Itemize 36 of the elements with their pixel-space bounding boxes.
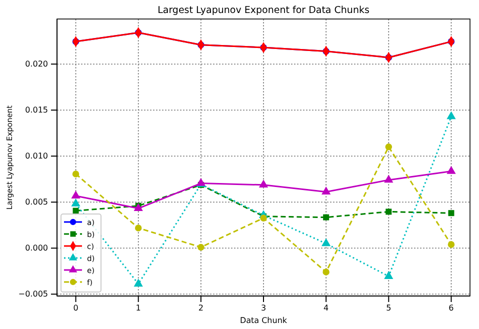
x-axis-title: Data Chunk [240, 316, 288, 325]
point [322, 186, 331, 194]
point [134, 203, 143, 212]
y-tick-label: 0.000 [25, 244, 48, 253]
x-tick-label: 4 [324, 304, 329, 313]
y-tick-label: 0.005 [25, 198, 48, 207]
y-tick-label: −0.005 [18, 290, 48, 299]
point [322, 268, 330, 276]
point [71, 198, 80, 206]
point [448, 241, 455, 248]
point [384, 271, 394, 279]
point [134, 224, 142, 232]
point [322, 238, 331, 246]
point [72, 170, 80, 178]
point [384, 174, 394, 183]
y-tick-label: 0.015 [25, 106, 48, 115]
point [71, 190, 80, 199]
point [448, 210, 454, 216]
point [323, 214, 330, 220]
point [386, 208, 392, 215]
x-tick-label: 3 [260, 304, 266, 313]
point [446, 111, 456, 120]
y-tick-label: 0.020 [25, 60, 48, 69]
x-tick-label: 1 [136, 304, 141, 313]
x-tick-label: 6 [448, 304, 454, 313]
point [258, 180, 268, 188]
x-tick-label: 0 [73, 304, 78, 313]
x-tick-label: 2 [198, 304, 204, 313]
point [72, 208, 79, 214]
point [446, 166, 456, 174]
y-tick-label: 0.010 [25, 152, 48, 161]
point [385, 144, 392, 150]
chart-title: Largest Lyapunov Exponent for Data Chunks [158, 5, 370, 16]
point [198, 244, 204, 251]
point [134, 278, 143, 287]
x-tick-label: 5 [386, 304, 392, 313]
